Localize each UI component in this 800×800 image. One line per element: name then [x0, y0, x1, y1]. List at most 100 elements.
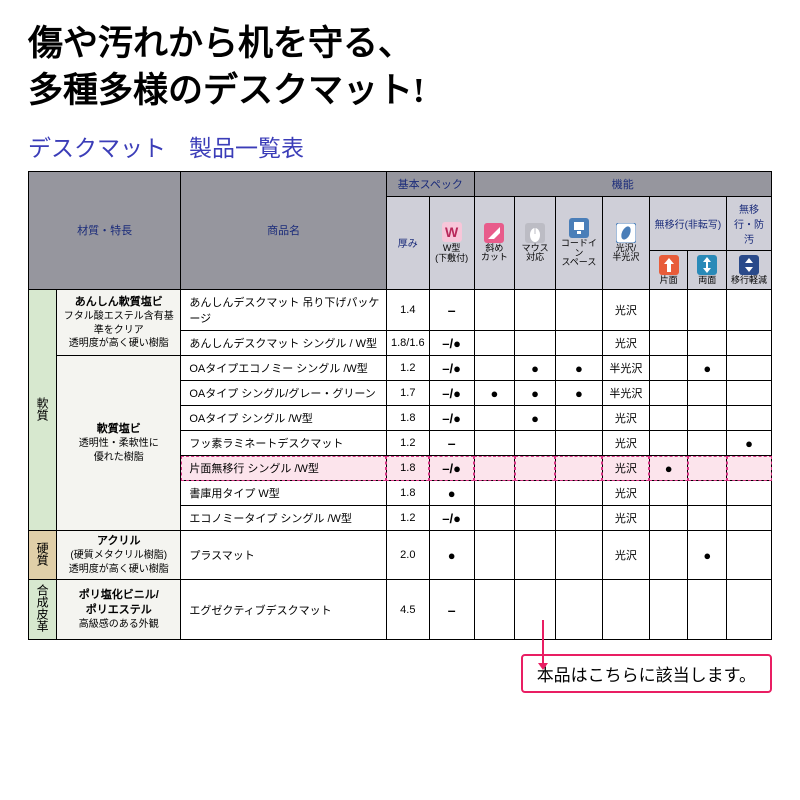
cell-thick: 1.2 — [386, 506, 429, 531]
cell-gloss: 光沢 — [602, 481, 649, 506]
cell-cord — [555, 331, 602, 356]
cell-reduce — [727, 531, 772, 580]
cell-double: ● — [688, 531, 727, 580]
category-cell: 軟質 — [29, 290, 57, 531]
cell-gloss: 半光沢 — [602, 381, 649, 406]
page-headline: 傷や汚れから机を守る、多種多様のデスクマット! — [28, 20, 772, 115]
category-cell: 硬質 — [29, 531, 57, 580]
cell-mouse — [515, 481, 556, 506]
product-cell: プラスマット — [181, 531, 387, 580]
cell-diag — [474, 431, 515, 456]
icon-reduce: 移行軽減 — [727, 250, 772, 290]
cell-thick: 1.8 — [386, 406, 429, 431]
material-cell: ポリ塩化ビニル/ポリエステル高級感のある外観 — [57, 580, 181, 640]
cell-w: – — [429, 580, 474, 640]
cell-mouse — [515, 290, 556, 331]
cell-gloss: 半光沢 — [602, 356, 649, 381]
cell-mouse — [515, 531, 556, 580]
cell-mouse — [515, 431, 556, 456]
cell-double — [688, 381, 727, 406]
callout: 本品はこちらに該当します。 — [28, 654, 772, 693]
cell-thick: 1.2 — [386, 431, 429, 456]
table-row: 軟質塩ビ透明性・柔軟性に優れた樹脂OAタイプエコノミー シングル /W型1.2–… — [29, 356, 772, 381]
cell-thick: 4.5 — [386, 580, 429, 640]
category-cell: 合成皮革 — [29, 580, 57, 640]
cell-reduce — [727, 406, 772, 431]
th-basic: 基本スペック — [386, 171, 474, 196]
th-function: 機能 — [474, 171, 771, 196]
cell-gloss — [602, 580, 649, 640]
cell-single — [649, 531, 688, 580]
cell-mouse: ● — [515, 406, 556, 431]
cell-cord — [555, 431, 602, 456]
callout-box: 本品はこちらに該当します。 — [521, 654, 772, 693]
cell-cord — [555, 481, 602, 506]
cell-double — [688, 331, 727, 356]
icon-cord: コードインスペース — [555, 196, 602, 290]
product-cell: フッ素ラミネートデスクマット — [181, 431, 387, 456]
icon-mouse: マウス対応 — [515, 196, 556, 290]
icon-single-side: 片面 — [649, 250, 688, 290]
cell-double — [688, 290, 727, 331]
cell-gloss: 光沢 — [602, 431, 649, 456]
cell-diag — [474, 481, 515, 506]
cell-cord: ● — [555, 356, 602, 381]
cell-cord — [555, 580, 602, 640]
cell-single — [649, 331, 688, 356]
cell-thick: 1.8 — [386, 456, 429, 481]
th-material: 材質・特長 — [29, 171, 181, 290]
cell-thick: 1.2 — [386, 356, 429, 381]
cell-gloss: 光沢 — [602, 506, 649, 531]
cell-single — [649, 356, 688, 381]
cell-w: –/● — [429, 456, 474, 481]
cell-gloss: 光沢 — [602, 290, 649, 331]
cell-diag — [474, 290, 515, 331]
cell-cord — [555, 506, 602, 531]
cell-reduce — [727, 580, 772, 640]
cell-reduce — [727, 331, 772, 356]
table-row: 軟質あんしん軟質塩ビフタル酸エステル含有基準をクリア透明度が高く硬い樹脂あんしん… — [29, 290, 772, 331]
th-product: 商品名 — [181, 171, 387, 290]
callout-arrow — [542, 620, 544, 664]
cell-double — [688, 481, 727, 506]
page-subtitle: デスクマット 製品一覧表 — [28, 129, 772, 163]
cell-w: ● — [429, 481, 474, 506]
cell-gloss: 光沢 — [602, 331, 649, 356]
cell-gloss: 光沢 — [602, 456, 649, 481]
cell-mouse — [515, 506, 556, 531]
icon-double-side: 両面 — [688, 250, 727, 290]
product-cell: エコノミータイプ シングル /W型 — [181, 506, 387, 531]
material-cell: 軟質塩ビ透明性・柔軟性に優れた樹脂 — [57, 356, 181, 531]
th-nomigrate-anti: 無移行・防汚 — [727, 196, 772, 250]
product-cell: 片面無移行 シングル /W型 — [181, 456, 387, 481]
cell-reduce — [727, 481, 772, 506]
cell-cord — [555, 531, 602, 580]
cell-mouse: ● — [515, 356, 556, 381]
cell-thick: 2.0 — [386, 531, 429, 580]
cell-single — [649, 506, 688, 531]
cell-w: –/● — [429, 381, 474, 406]
table-row: 合成皮革ポリ塩化ビニル/ポリエステル高級感のある外観エグゼクティブデスクマット4… — [29, 580, 772, 640]
cell-double — [688, 406, 727, 431]
cell-diag: ● — [474, 381, 515, 406]
th-thickness: 厚み — [386, 196, 429, 290]
cell-reduce — [727, 456, 772, 481]
cell-double: ● — [688, 356, 727, 381]
cell-double — [688, 431, 727, 456]
cell-reduce — [727, 506, 772, 531]
product-cell: あんしんデスクマット 吊り下げパッケージ — [181, 290, 387, 331]
cell-diag — [474, 506, 515, 531]
product-cell: OAタイプ シングル /W型 — [181, 406, 387, 431]
cell-diag — [474, 456, 515, 481]
cell-thick: 1.7 — [386, 381, 429, 406]
cell-reduce — [727, 290, 772, 331]
cell-w: –/● — [429, 506, 474, 531]
icon-gloss: 光沢/半光沢 — [602, 196, 649, 290]
cell-reduce — [727, 356, 772, 381]
icon-w: W W型(下敷付) — [429, 196, 474, 290]
cell-gloss: 光沢 — [602, 531, 649, 580]
cell-mouse — [515, 580, 556, 640]
cell-w: –/● — [429, 406, 474, 431]
material-cell: あんしん軟質塩ビフタル酸エステル含有基準をクリア透明度が高く硬い樹脂 — [57, 290, 181, 356]
cell-mouse — [515, 456, 556, 481]
